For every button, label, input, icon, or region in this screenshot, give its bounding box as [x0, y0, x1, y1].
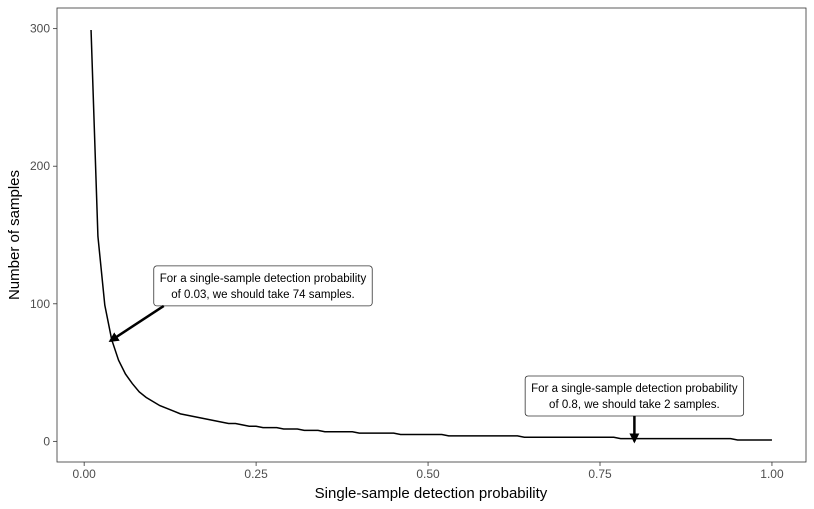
series-line [90, 29, 772, 441]
annotation-2: For a single-sample detection probabilit… [524, 375, 745, 417]
y-tick-label: 300 [30, 22, 50, 36]
annotation-arrow [108, 304, 165, 343]
series-layer [90, 29, 772, 441]
annotation-text-line: of 0.8, we should take 2 samples. [549, 399, 720, 411]
x-tick-label: 1.00 [760, 467, 784, 481]
y-tick-label: 200 [30, 159, 50, 173]
annotation-1: For a single-sample detection probabilit… [153, 265, 373, 307]
annotation-text-line: of 0.03, we should take 74 samples. [171, 289, 354, 301]
y-axis-title: Number of samples [6, 170, 23, 300]
axes: 0.00 0.25 0.50 0.75 1.00 0 100 200 300 [30, 22, 784, 481]
x-axis-title: Single-sample detection probability [315, 485, 548, 502]
y-tick-label: 0 [43, 434, 50, 448]
x-tick-label: 0.00 [72, 467, 96, 481]
y-tick-label: 100 [30, 297, 50, 311]
annotation-text-line: For a single-sample detection probabilit… [531, 383, 738, 395]
annotation-box [153, 265, 373, 307]
x-tick-label: 0.50 [416, 467, 440, 481]
annotation-text-line: For a single-sample detection probabilit… [160, 273, 367, 285]
annotation-layer: For a single-sample detection probabilit… [108, 265, 745, 444]
x-tick-label: 0.25 [244, 467, 268, 481]
x-tick-label: 0.75 [588, 467, 612, 481]
